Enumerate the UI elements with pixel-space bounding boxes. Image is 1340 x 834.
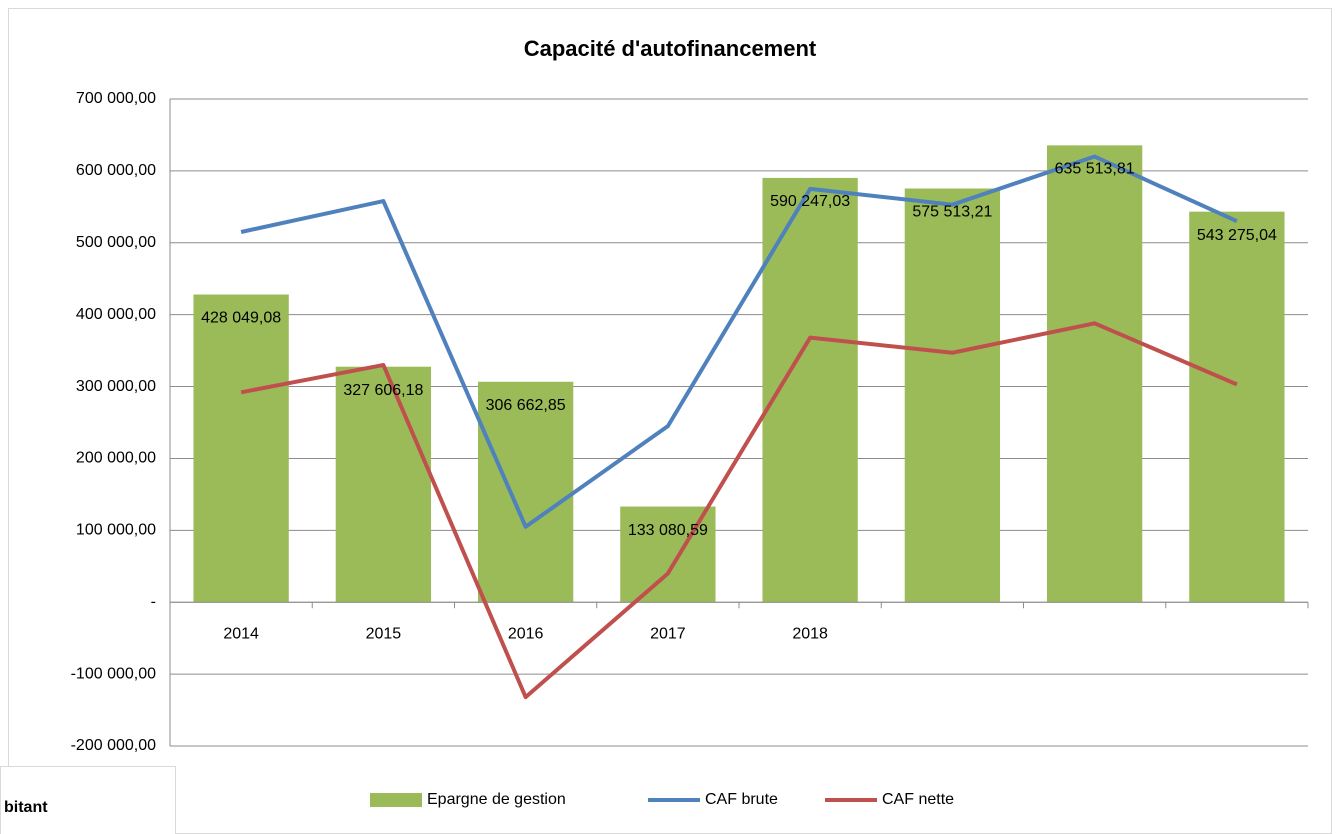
data-label: 590 247,03 [770,193,850,210]
legend-label: CAF nette [882,791,954,808]
x-tick-label: 2015 [366,625,402,642]
legend-label: CAF brute [705,791,778,808]
data-label: 575 513,21 [912,204,992,221]
x-tick-label: 2018 [792,625,828,642]
line [240,154,1238,529]
data-label: 428 049,08 [201,310,281,327]
chart-title: Capacité d'autofinancement [524,36,817,61]
y-tick-label: 300 000,00 [76,378,156,395]
y-tick-label: 400 000,00 [76,306,156,323]
bar [335,366,432,603]
bar [193,294,289,603]
line [240,321,1238,700]
y-tick-label: 500 000,00 [76,234,156,251]
y-tick-label: 200 000,00 [76,450,156,467]
bar [1189,211,1285,603]
overlay-text: bitant [4,799,48,816]
y-tick-label: 600 000,00 [76,162,156,179]
data-label: 327 606,18 [343,382,423,399]
y-tick-label: 700 000,00 [76,90,156,107]
y-tick-label: 100 000,00 [76,522,156,539]
x-tick-label: 2014 [223,625,259,642]
legend-swatch [370,793,422,807]
legend-label: Epargne de gestion [427,791,566,808]
bar [904,188,1001,603]
y-tick-label: - [151,593,156,610]
bar [1046,145,1143,603]
overlay-box [0,766,176,834]
data-label: 133 080,59 [628,522,708,539]
data-label: 306 662,85 [486,397,566,414]
y-tick-label: -100 000,00 [71,665,157,682]
bar [477,381,574,603]
data-label: 543 275,04 [1197,227,1277,244]
x-tick-label: 2016 [508,625,544,642]
y-tick-label: -200 000,00 [71,737,157,754]
x-tick-label: 2017 [650,625,686,642]
data-label: 635 513,81 [1055,161,1135,178]
